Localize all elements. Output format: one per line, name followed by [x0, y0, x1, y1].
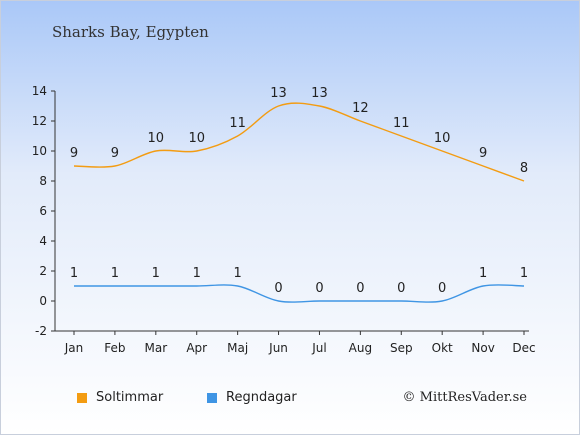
data-label: 9	[111, 146, 119, 161]
legend-swatch-rain	[207, 392, 217, 403]
data-label: 1	[479, 266, 487, 281]
x-tick-label: Maj	[227, 341, 248, 355]
x-tick-label: Jun	[268, 341, 288, 355]
y-tick-label: 6	[39, 204, 47, 218]
x-tick-label: Jan	[64, 341, 84, 355]
legend-label-rain: Regndagar	[226, 390, 297, 405]
data-label: 13	[311, 86, 328, 101]
data-label: 1	[193, 266, 201, 281]
data-label: 10	[434, 131, 451, 146]
data-label: 9	[479, 146, 487, 161]
data-label: 12	[352, 101, 369, 116]
x-tick-label: Aug	[349, 341, 372, 355]
data-label: 1	[70, 266, 78, 281]
legend-item-rain: Regndagar	[207, 390, 297, 405]
series-line-0	[73, 102, 525, 182]
data-label: 1	[111, 266, 119, 281]
x-tick-label: Feb	[104, 341, 125, 355]
y-tick-label: 12	[32, 114, 47, 128]
x-tick-label: Dec	[512, 341, 535, 355]
data-label: 0	[397, 281, 405, 296]
series-lines	[73, 102, 525, 303]
series-line-1	[74, 284, 525, 303]
y-tick-label: 8	[39, 174, 47, 188]
x-tick-label: Okt	[432, 341, 453, 355]
legend-label-sun: Soltimmar	[96, 390, 164, 405]
data-label: 10	[188, 131, 205, 146]
data-label: 8	[520, 161, 528, 176]
data-label: 9	[70, 146, 78, 161]
y-tick-label: 10	[32, 144, 47, 158]
data-label: 11	[393, 116, 410, 131]
y-tick-label: 14	[32, 84, 47, 98]
copyright-text: © MittResVader.se	[402, 390, 527, 405]
data-label: 11	[229, 116, 246, 131]
data-label: 0	[315, 281, 323, 296]
x-tick-label: Apr	[186, 341, 207, 355]
y-tick-label: 0	[39, 294, 47, 308]
x-tick-label: Mar	[144, 341, 167, 355]
data-label: 0	[356, 281, 364, 296]
data-label: 1	[520, 266, 528, 281]
y-tick-label: -2	[35, 324, 47, 338]
legend-item-sun: Soltimmar	[77, 390, 163, 405]
data-label: 0	[438, 281, 446, 296]
y-tick-label: 4	[39, 234, 47, 248]
data-label: 13	[270, 86, 287, 101]
data-label: 1	[233, 266, 241, 281]
x-tick-label: Nov	[471, 341, 494, 355]
data-label: 0	[274, 281, 282, 296]
legend-swatch-sun	[77, 392, 87, 403]
chart-title: Sharks Bay, Egypten	[52, 23, 209, 41]
x-tick-label: Jul	[311, 341, 326, 355]
y-tick-label: 2	[39, 264, 47, 278]
data-label: 1	[152, 266, 160, 281]
data-label: 10	[148, 131, 165, 146]
x-tick-label: Sep	[390, 341, 413, 355]
